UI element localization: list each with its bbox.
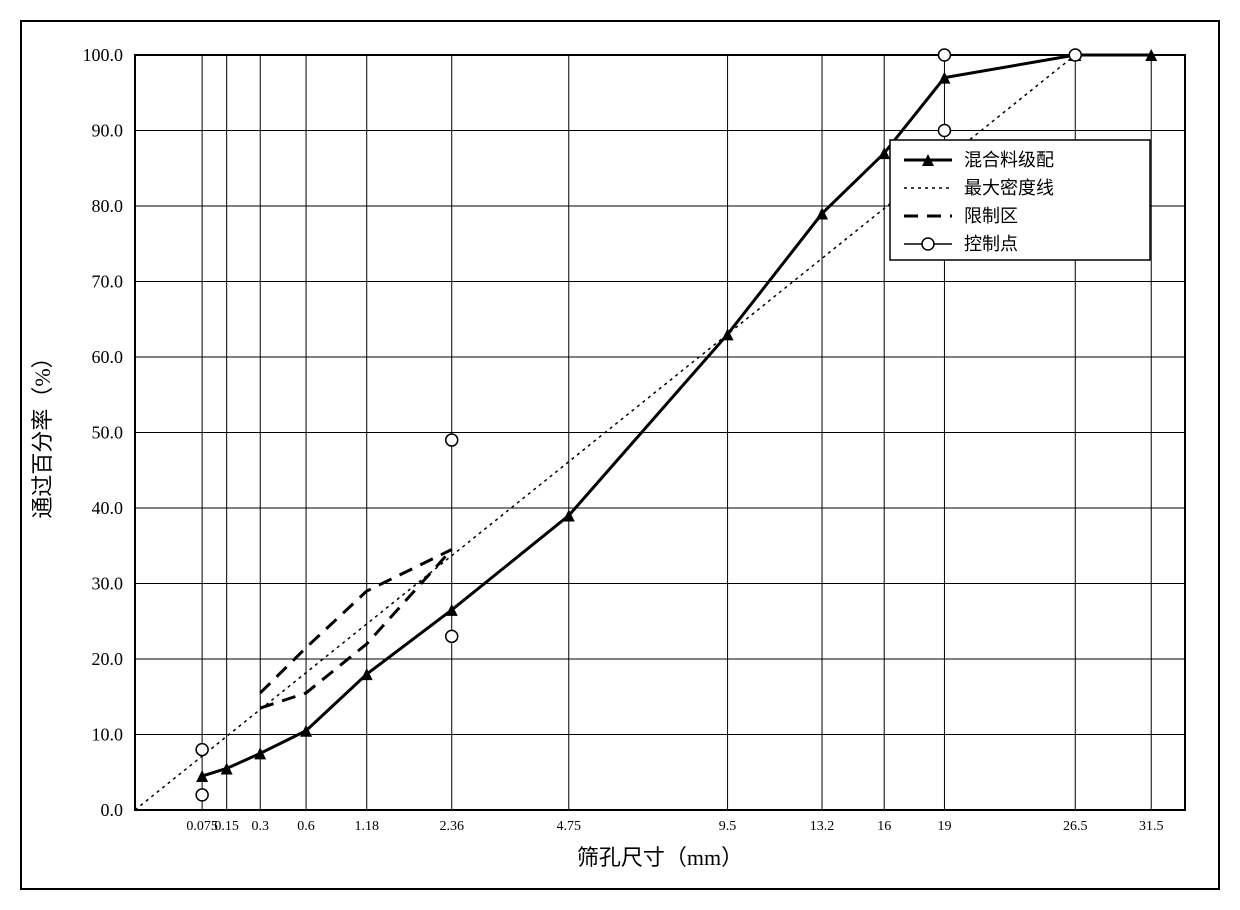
- svg-text:0.3: 0.3: [251, 819, 269, 834]
- svg-text:100.0: 100.0: [83, 45, 124, 65]
- svg-text:19: 19: [937, 819, 951, 834]
- svg-text:80.0: 80.0: [92, 196, 124, 216]
- svg-text:13.2: 13.2: [810, 819, 835, 834]
- gradation-chart: 0.0 10.0 20.0 30.0 40.0 50.0 60.0 70.0 80.0 90.0 1…: [0, 0, 1240, 910]
- svg-text:0.15: 0.15: [214, 819, 239, 834]
- svg-text:16: 16: [877, 819, 891, 834]
- svg-text:1.18: 1.18: [354, 819, 379, 834]
- svg-text:30.0: 30.0: [92, 574, 124, 594]
- svg-text:70.0: 70.0: [92, 272, 124, 292]
- svg-text:2.36: 2.36: [439, 819, 464, 834]
- svg-text:0.075: 0.075: [186, 819, 218, 834]
- svg-text:筛孔尺寸（mm）: 筛孔尺寸（mm）: [577, 845, 743, 870]
- svg-text:26.5: 26.5: [1063, 819, 1088, 834]
- svg-text:10.0: 10.0: [92, 725, 124, 745]
- svg-text:90.0: 90.0: [92, 121, 124, 141]
- svg-text:9.5: 9.5: [719, 819, 737, 834]
- svg-text:31.5: 31.5: [1139, 819, 1164, 834]
- svg-text:60.0: 60.0: [92, 347, 124, 367]
- svg-text:0.0: 0.0: [101, 800, 124, 820]
- svg-text:通过百分率（%）: 通过百分率（%）: [30, 346, 55, 518]
- svg-text:控制点: 控制点: [964, 234, 1018, 254]
- svg-text:50.0: 50.0: [92, 423, 124, 443]
- svg-text:限制区: 限制区: [964, 206, 1018, 226]
- svg-text:20.0: 20.0: [92, 649, 124, 669]
- svg-text:0.6: 0.6: [297, 819, 315, 834]
- svg-text:4.75: 4.75: [557, 819, 582, 834]
- svg-text:40.0: 40.0: [92, 498, 124, 518]
- svg-text:混合料级配: 混合料级配: [964, 150, 1054, 170]
- svg-text:最大密度线: 最大密度线: [964, 178, 1054, 198]
